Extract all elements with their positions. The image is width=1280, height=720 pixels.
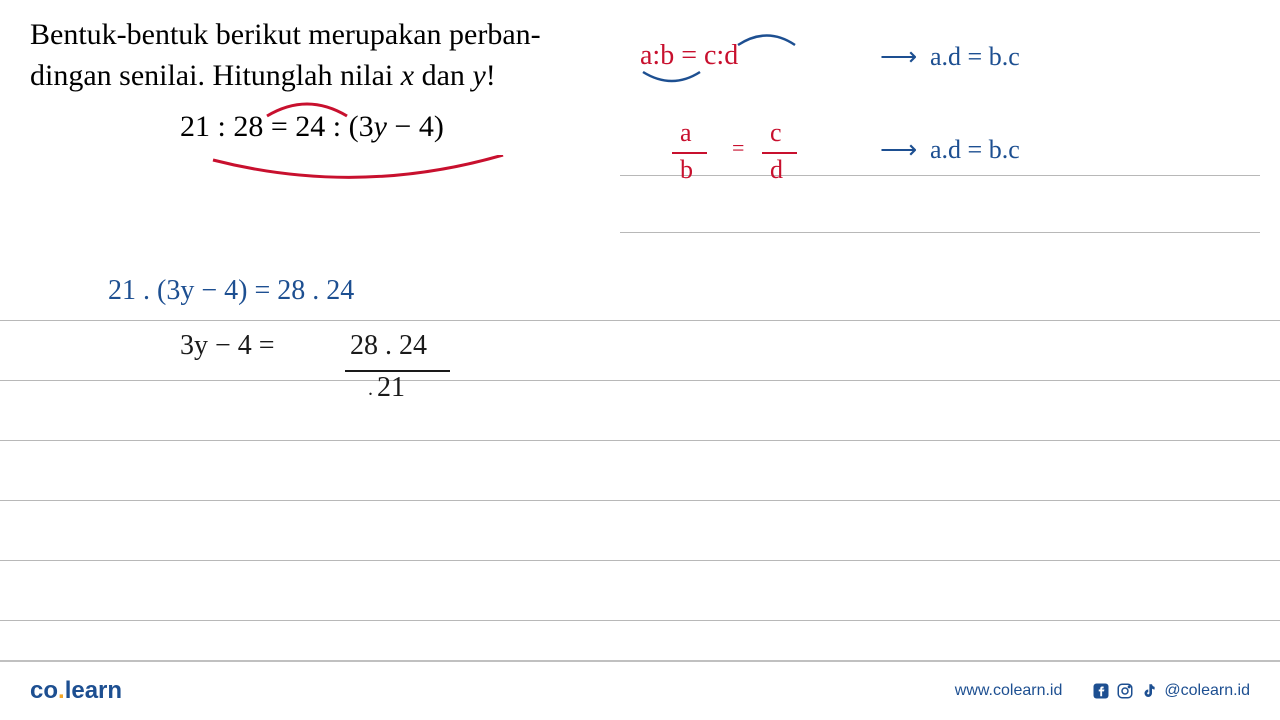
red-arc-top bbox=[262, 98, 352, 118]
ruled-line bbox=[0, 320, 1280, 321]
work-step2-lhs: 3y − 4 = bbox=[180, 330, 275, 362]
problem-line1: Bentuk-bentuk berikut merupakan perban- bbox=[30, 18, 541, 51]
work-frac-num: 28 . 24 bbox=[350, 330, 427, 362]
logo-dot: . bbox=[58, 677, 65, 704]
problem-statement: Bentuk-bentuk berikut merupakan perban- … bbox=[30, 15, 610, 96]
ruled-line bbox=[620, 175, 1260, 176]
logo-co: co bbox=[30, 677, 58, 704]
blue-arc-top bbox=[735, 30, 798, 48]
social-handle: @colearn.id bbox=[1164, 682, 1250, 700]
ruled-line bbox=[0, 440, 1280, 441]
frac-a: a bbox=[680, 118, 692, 148]
fraction-line bbox=[762, 152, 797, 154]
ruled-line bbox=[0, 560, 1280, 561]
eq-y: y bbox=[374, 110, 387, 143]
arrow-icon: ⟶ bbox=[880, 42, 917, 72]
rule-ratio: a:b = c:d bbox=[640, 40, 738, 72]
frac-eq: = bbox=[732, 135, 744, 161]
problem-excl: ! bbox=[486, 59, 496, 92]
tiktok-icon bbox=[1140, 682, 1158, 700]
instagram-icon bbox=[1116, 682, 1134, 700]
var-x: x bbox=[401, 59, 414, 92]
arrow-icon: ⟶ bbox=[880, 135, 917, 165]
work-step1: 21 . (3y − 4) = 28 . 24 bbox=[108, 275, 354, 307]
logo-learn: learn bbox=[65, 677, 122, 704]
dot: . bbox=[368, 378, 373, 401]
blue-arc-bottom bbox=[640, 70, 703, 88]
footer-url: www.colearn.id bbox=[955, 682, 1063, 700]
facebook-icon bbox=[1092, 682, 1110, 700]
social-group: @colearn.id bbox=[1092, 682, 1250, 700]
rule2-result: a.d = b.c bbox=[930, 135, 1020, 165]
eq-right: − 4) bbox=[387, 110, 444, 143]
frac-b: b bbox=[680, 155, 693, 185]
problem-line2: dingan senilai. Hitunglah nilai bbox=[30, 59, 393, 92]
ruled-line bbox=[0, 380, 1280, 381]
footer: co.learn www.colearn.id @colearn.id bbox=[0, 660, 1280, 720]
ruled-line bbox=[0, 620, 1280, 621]
frac-c: c bbox=[770, 118, 782, 148]
fraction-line bbox=[672, 152, 707, 154]
var-y: y bbox=[472, 59, 485, 92]
rule1-result: a.d = b.c bbox=[930, 42, 1020, 72]
ruled-line bbox=[0, 500, 1280, 501]
logo: co.learn bbox=[30, 677, 122, 705]
work-frac-den: 21 bbox=[377, 372, 405, 404]
red-arc-bottom bbox=[208, 155, 508, 185]
footer-right: www.colearn.id @colearn.id bbox=[955, 682, 1250, 700]
problem-and: dan bbox=[422, 59, 465, 92]
ruled-line bbox=[620, 232, 1260, 233]
frac-d: d bbox=[770, 155, 783, 185]
